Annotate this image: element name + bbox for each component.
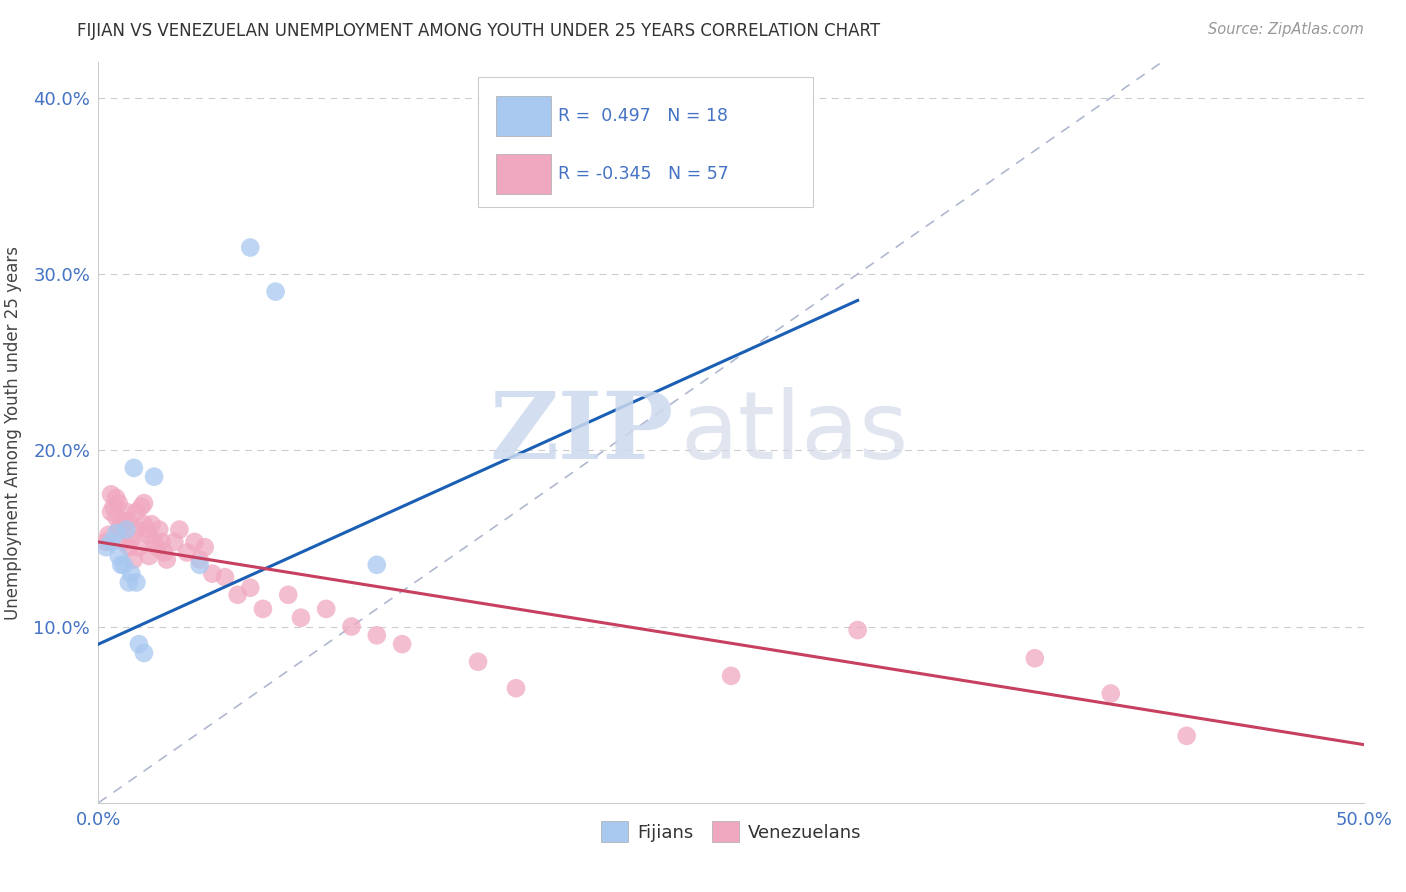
Point	[150, 535, 173, 549]
Point	[239, 240, 262, 255]
Point	[135, 523, 157, 537]
Point	[138, 528, 160, 542]
Text: ZIP: ZIP	[489, 388, 675, 477]
Point	[239, 581, 262, 595]
Point	[188, 558, 211, 572]
Point	[110, 558, 132, 572]
Point	[132, 496, 155, 510]
Legend: Fijians, Venezuelans: Fijians, Venezuelans	[593, 814, 869, 849]
Point	[110, 517, 132, 532]
Point	[169, 523, 191, 537]
Point	[264, 285, 287, 299]
Point	[163, 535, 186, 549]
Point	[128, 637, 150, 651]
Point	[125, 505, 148, 519]
Point	[97, 528, 120, 542]
Y-axis label: Unemployment Among Youth under 25 years: Unemployment Among Youth under 25 years	[4, 245, 22, 620]
Point	[132, 517, 155, 532]
Point	[112, 514, 135, 528]
Point	[100, 535, 122, 549]
Point	[103, 500, 125, 514]
Text: R =  0.497   N = 18: R = 0.497 N = 18	[558, 108, 728, 126]
FancyBboxPatch shape	[496, 154, 551, 194]
Point	[143, 535, 166, 549]
Point	[100, 487, 122, 501]
Point	[153, 545, 176, 559]
Point	[107, 523, 129, 537]
Point	[156, 552, 179, 566]
Point	[122, 461, 145, 475]
Point	[145, 540, 167, 554]
Point	[1024, 651, 1046, 665]
Point	[340, 619, 363, 633]
Point	[290, 610, 312, 624]
Point	[183, 535, 205, 549]
Point	[138, 549, 160, 563]
FancyBboxPatch shape	[496, 96, 551, 136]
Point	[107, 549, 129, 563]
Point	[226, 588, 249, 602]
Point	[112, 558, 135, 572]
Text: Source: ZipAtlas.com: Source: ZipAtlas.com	[1208, 22, 1364, 37]
Point	[176, 545, 198, 559]
Point	[105, 526, 128, 541]
Point	[105, 491, 128, 505]
Point	[315, 602, 337, 616]
Text: atlas: atlas	[681, 386, 908, 479]
Point	[120, 566, 142, 581]
Point	[846, 623, 869, 637]
Point	[188, 552, 211, 566]
FancyBboxPatch shape	[478, 78, 813, 207]
Point	[120, 532, 142, 546]
Point	[118, 514, 141, 528]
Point	[366, 628, 388, 642]
Point	[148, 523, 170, 537]
Point	[194, 540, 217, 554]
Point	[252, 602, 274, 616]
Point	[720, 669, 742, 683]
Point	[132, 646, 155, 660]
Point	[1099, 686, 1122, 700]
Point	[366, 558, 388, 572]
Text: R = -0.345   N = 57: R = -0.345 N = 57	[558, 165, 728, 183]
Point	[107, 496, 129, 510]
Point	[125, 575, 148, 590]
Point	[105, 510, 128, 524]
Point	[118, 575, 141, 590]
Point	[143, 469, 166, 483]
Point	[125, 523, 148, 537]
Point	[277, 588, 299, 602]
Point	[100, 505, 122, 519]
Text: FIJIAN VS VENEZUELAN UNEMPLOYMENT AMONG YOUTH UNDER 25 YEARS CORRELATION CHART: FIJIAN VS VENEZUELAN UNEMPLOYMENT AMONG …	[77, 22, 880, 40]
Point	[201, 566, 224, 581]
Point	[115, 523, 138, 537]
Point	[128, 540, 150, 554]
Point	[112, 535, 135, 549]
Point	[505, 681, 527, 696]
Point	[131, 500, 153, 514]
Point	[467, 655, 489, 669]
Point	[1175, 729, 1198, 743]
Point	[391, 637, 413, 651]
Point	[94, 535, 117, 549]
Point	[122, 552, 145, 566]
Point	[214, 570, 236, 584]
Point	[118, 540, 141, 554]
Point	[115, 505, 138, 519]
Point	[141, 517, 163, 532]
Point	[94, 540, 117, 554]
